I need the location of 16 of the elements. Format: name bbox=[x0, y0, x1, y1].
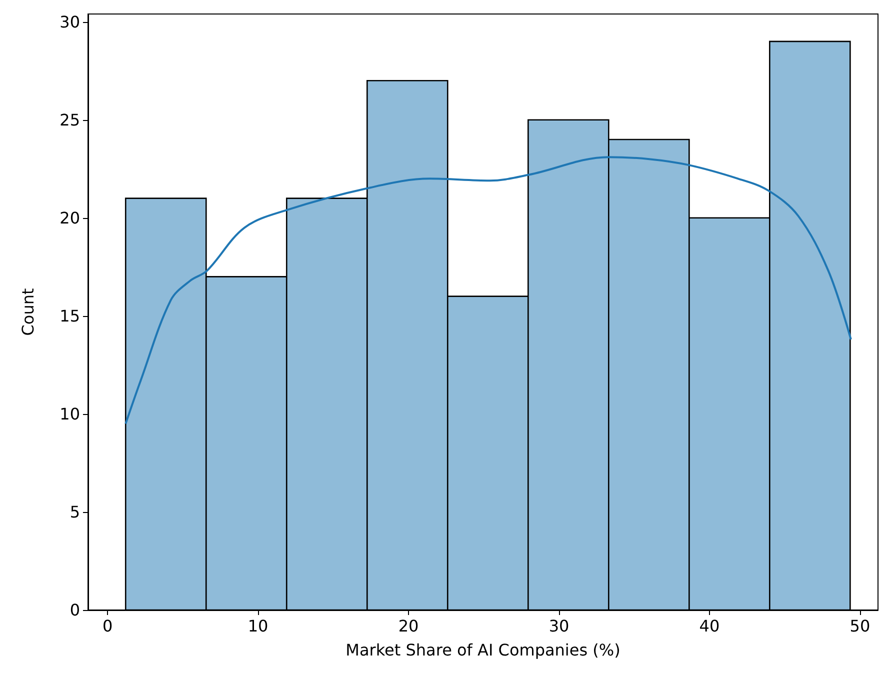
x-tick-label: 10 bbox=[248, 616, 268, 636]
y-tick-label: 5 bbox=[70, 502, 80, 522]
y-tick-label: 0 bbox=[70, 600, 80, 620]
y-tick-label: 15 bbox=[60, 306, 80, 326]
y-tick-label: 25 bbox=[60, 110, 80, 130]
y-axis-title: Count bbox=[18, 288, 38, 336]
x-axis-title: Market Share of AI Companies (%) bbox=[346, 640, 620, 660]
y-tick-label: 20 bbox=[60, 208, 80, 228]
y-tick-label: 30 bbox=[60, 12, 80, 32]
x-tick-label: 50 bbox=[850, 616, 870, 636]
x-tick-label: 0 bbox=[102, 616, 113, 636]
x-tick-label: 20 bbox=[398, 616, 419, 636]
x-tick-label: 30 bbox=[548, 616, 570, 636]
x-tick-label: 40 bbox=[699, 616, 720, 636]
line-series bbox=[124, 156, 852, 425]
y-tick-label: 10 bbox=[60, 404, 80, 424]
